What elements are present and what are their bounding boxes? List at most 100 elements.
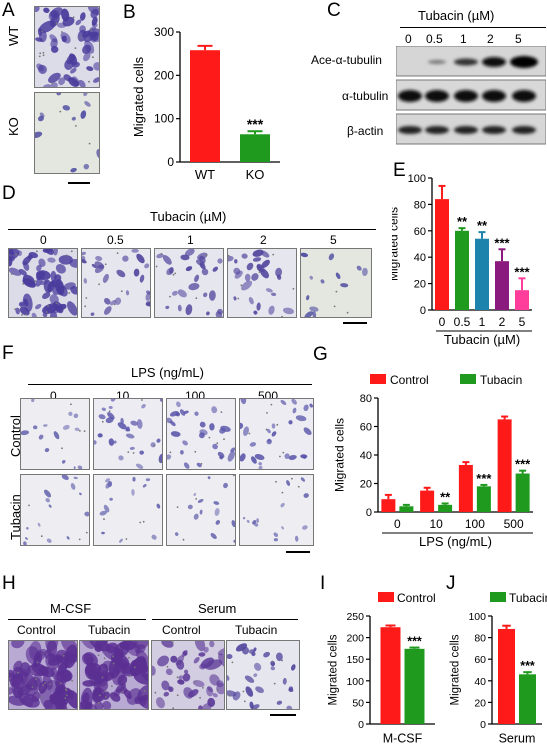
micrograph-f-tubacin-10 (93, 474, 163, 546)
scale-bar-a (68, 182, 90, 184)
chart-b-y-axis-label: Migrated cells (131, 56, 146, 137)
panel-h-col-mcsf-tubacin: Tubacin (88, 623, 131, 637)
chart-i-migrated-cells: 0 50 100 150 200 250 Migrated cells *** M-CSF Con… (328, 591, 436, 746)
micrograph-f-tubacin-0 (20, 474, 90, 546)
panel-label-e: E (393, 160, 406, 181)
panel-d-dose-3: 2 (260, 233, 267, 247)
panel-h-col-serum-control: Control (162, 623, 201, 637)
chart-g-legend-label: Control (390, 373, 429, 387)
panel-h-col-mcsf-control: Control (17, 623, 56, 637)
micrograph-h-serum-control (151, 640, 225, 710)
panel-h-serum-rule (152, 619, 298, 620)
chart-g-bar (476, 486, 491, 512)
chart-j-y-tick-label: 20 (474, 697, 486, 709)
chart-i-significance: *** (407, 635, 422, 649)
chart-g-x-tick-label: 10 (429, 517, 443, 531)
micrograph-d-5 (300, 248, 372, 318)
chart-e-significance: ** (457, 214, 468, 229)
panel-c-dose-4: 5 (515, 32, 522, 46)
chart-i-bar (404, 648, 425, 724)
chart-j-legend-swatch (490, 592, 506, 602)
panel-h-group-serum: Serum (198, 601, 237, 616)
panel-d-dose-1: 0.5 (107, 233, 124, 247)
micrograph-f-control-100 (166, 398, 236, 470)
panel-h-mcsf-rule (8, 619, 146, 620)
panel-c-title-rule (400, 27, 546, 28)
chart-g-x-tick-label: 0 (394, 517, 401, 531)
chart-e-bar (475, 238, 489, 310)
chart-e-x-tick-label: 1 (479, 315, 486, 329)
chart-j-bar (498, 628, 515, 724)
micrograph-d-0-5 (81, 248, 151, 318)
micrograph-a-ko (34, 92, 100, 174)
chart-e-x-tick-label: 0.5 (454, 315, 471, 329)
chart-g-migrated-cells: 0 20 40 60 80 Migrated cells 0 ** 10 *** 100 *** 500… (332, 373, 533, 549)
chart-g-bar (438, 504, 453, 512)
chart-j-significance: *** (520, 659, 535, 673)
blot-row-label-ace-tubulin: Ace-α-tubulin (311, 53, 382, 67)
panel-d-dose-0: 0 (40, 233, 47, 247)
chart-b-y-tick-label: 300 (154, 25, 174, 39)
panel-label-b: B (123, 2, 136, 23)
panel-label-c: C (327, 0, 341, 21)
chart-i-legend-swatch (378, 592, 394, 602)
panel-c-dose-1: 0.5 (426, 32, 443, 46)
chart-b-x-tick-label: KO (246, 167, 265, 182)
chart-e-x-axis-label: Tubacin (µM) (444, 332, 520, 347)
chart-i-y-tick-label: 50 (352, 697, 364, 709)
chart-b-x-tick-label: WT (195, 167, 215, 182)
chart-j-y-tick-label: 80 (474, 633, 486, 645)
micrograph-h-mcsf-tubacin (79, 640, 149, 710)
blot-row-label-tubulin: α-tubulin (342, 89, 389, 103)
micrograph-f-tubacin-500 (239, 474, 314, 546)
chart-e-y-tick-label: 40 (414, 252, 426, 264)
chart-g-x-tick-label: 100 (465, 517, 485, 531)
chart-g-y-tick-label: 80 (360, 393, 372, 405)
micrograph-a-wt (34, 6, 100, 88)
panel-label-d: D (2, 183, 16, 204)
chart-j-legend-label: Tubacin (509, 591, 547, 605)
chart-i-bar (380, 627, 401, 724)
panel-d-dose-4: 5 (330, 233, 337, 247)
micrograph-f-tubacin-100 (166, 474, 236, 546)
chart-e-y-tick-label: 0 (420, 305, 426, 317)
panel-label-f: F (2, 343, 14, 364)
chart-j-migrated-cells: 0 20 40 60 80 100 Migrated cells *** Serum Tubaci… (450, 591, 547, 746)
scale-bar-f (286, 551, 310, 553)
chart-j-y-tick-label: 60 (474, 654, 486, 666)
micrograph-h-mcsf-control (8, 640, 78, 710)
chart-i-x-tick-label: M-CSF (383, 732, 423, 746)
chart-i-y-tick-label: 250 (346, 611, 364, 623)
chart-e-bar (455, 230, 469, 310)
chart-b-bar (240, 134, 270, 162)
chart-b-bar (190, 50, 220, 163)
chart-g-x-tick-label: 500 (504, 517, 524, 531)
chart-e-y-tick-label: 20 (414, 279, 426, 291)
panel-f-title-rule (28, 384, 312, 385)
chart-e-x-tick-label: 2 (499, 315, 506, 329)
chart-j-y-tick-label: 100 (468, 611, 486, 623)
chart-j-y-tick-label: 0 (480, 719, 486, 731)
chart-g-bar (515, 473, 530, 512)
chart-i-legend-label: Control (397, 591, 436, 605)
chart-i-y-tick-label: 200 (346, 633, 364, 645)
panel-label-i: I (320, 573, 326, 594)
chart-g-bar (420, 490, 435, 512)
panel-h-group-mcsf: M-CSF (50, 601, 92, 616)
chart-e-significance: ** (477, 218, 488, 233)
chart-e-x-tick-label: 0 (439, 315, 446, 329)
panel-d-dose-2: 1 (187, 233, 194, 247)
western-blot-image (396, 46, 546, 145)
chart-g-legend-swatch (370, 374, 386, 384)
panel-f-dose-0: 0 (50, 389, 57, 403)
chart-g-x-axis-label: LPS (ng/mL) (419, 534, 492, 549)
micrograph-d-2 (227, 248, 297, 318)
micrograph-h-serum-tubacin (226, 640, 300, 710)
chart-g-significance: *** (476, 471, 492, 486)
chart-j-x-tick-label: Serum (499, 732, 536, 746)
chart-b-y-tick-label: 0 (167, 155, 174, 169)
chart-b-y-tick-label: 200 (154, 68, 174, 82)
chart-e-bar (495, 261, 509, 310)
chart-e-significance: *** (514, 264, 530, 279)
chart-b-migrated-cells: 0 100 200 300 Migrated cells WT *** KO (131, 25, 280, 182)
